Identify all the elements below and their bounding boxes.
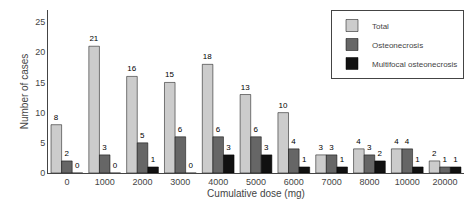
svg-text:6: 6 — [178, 125, 183, 134]
svg-text:0: 0 — [64, 177, 69, 187]
svg-text:5: 5 — [140, 131, 145, 140]
svg-text:3: 3 — [329, 143, 334, 152]
svg-text:1: 1 — [302, 155, 307, 164]
svg-text:0: 0 — [113, 161, 118, 170]
svg-text:3: 3 — [319, 143, 324, 152]
svg-text:18: 18 — [203, 52, 212, 61]
svg-text:20: 20 — [35, 47, 45, 57]
svg-text:1: 1 — [453, 155, 458, 164]
svg-text:16: 16 — [127, 64, 136, 73]
svg-text:7000: 7000 — [322, 177, 342, 187]
svg-text:10: 10 — [35, 108, 45, 118]
svg-text:5: 5 — [40, 138, 45, 148]
svg-text:6: 6 — [254, 125, 259, 134]
svg-text:Total: Total — [372, 22, 389, 31]
svg-text:4: 4 — [394, 137, 399, 146]
svg-text:0: 0 — [40, 168, 45, 178]
svg-text:Osteonecrosis: Osteonecrosis — [372, 41, 423, 50]
svg-text:25: 25 — [35, 17, 45, 27]
svg-text:8: 8 — [54, 113, 59, 122]
svg-text:13: 13 — [241, 83, 250, 92]
svg-text:8000: 8000 — [359, 177, 379, 187]
svg-text:1: 1 — [415, 155, 420, 164]
svg-text:4000: 4000 — [208, 177, 228, 187]
svg-text:Number of cases: Number of cases — [19, 54, 30, 130]
svg-text:1: 1 — [151, 155, 156, 164]
svg-text:15: 15 — [165, 70, 174, 79]
svg-text:1000: 1000 — [95, 177, 115, 187]
svg-text:4: 4 — [356, 137, 361, 146]
svg-text:2: 2 — [432, 149, 437, 158]
svg-text:1: 1 — [340, 155, 345, 164]
svg-text:Multifocal osteonecrosis: Multifocal osteonecrosis — [372, 60, 457, 69]
svg-text:15: 15 — [35, 78, 45, 88]
svg-text:4: 4 — [405, 137, 410, 146]
svg-text:3: 3 — [367, 143, 372, 152]
svg-text:2000: 2000 — [133, 177, 153, 187]
svg-text:0: 0 — [188, 161, 193, 170]
svg-text:10000: 10000 — [395, 177, 420, 187]
svg-text:6000: 6000 — [284, 177, 304, 187]
svg-text:2: 2 — [378, 149, 383, 158]
svg-text:4: 4 — [291, 137, 296, 146]
svg-text:5000: 5000 — [246, 177, 266, 187]
svg-text:0: 0 — [75, 161, 80, 170]
svg-text:20000: 20000 — [433, 177, 458, 187]
svg-text:1: 1 — [443, 155, 448, 164]
svg-text:3: 3 — [226, 143, 231, 152]
svg-text:3000: 3000 — [170, 177, 190, 187]
svg-text:3: 3 — [264, 143, 269, 152]
svg-text:10: 10 — [279, 101, 288, 110]
svg-text:3: 3 — [102, 143, 107, 152]
svg-text:2: 2 — [64, 149, 69, 158]
svg-text:Cumulative dose (mg): Cumulative dose (mg) — [207, 188, 305, 199]
svg-text:21: 21 — [89, 34, 98, 43]
svg-text:6: 6 — [216, 125, 221, 134]
